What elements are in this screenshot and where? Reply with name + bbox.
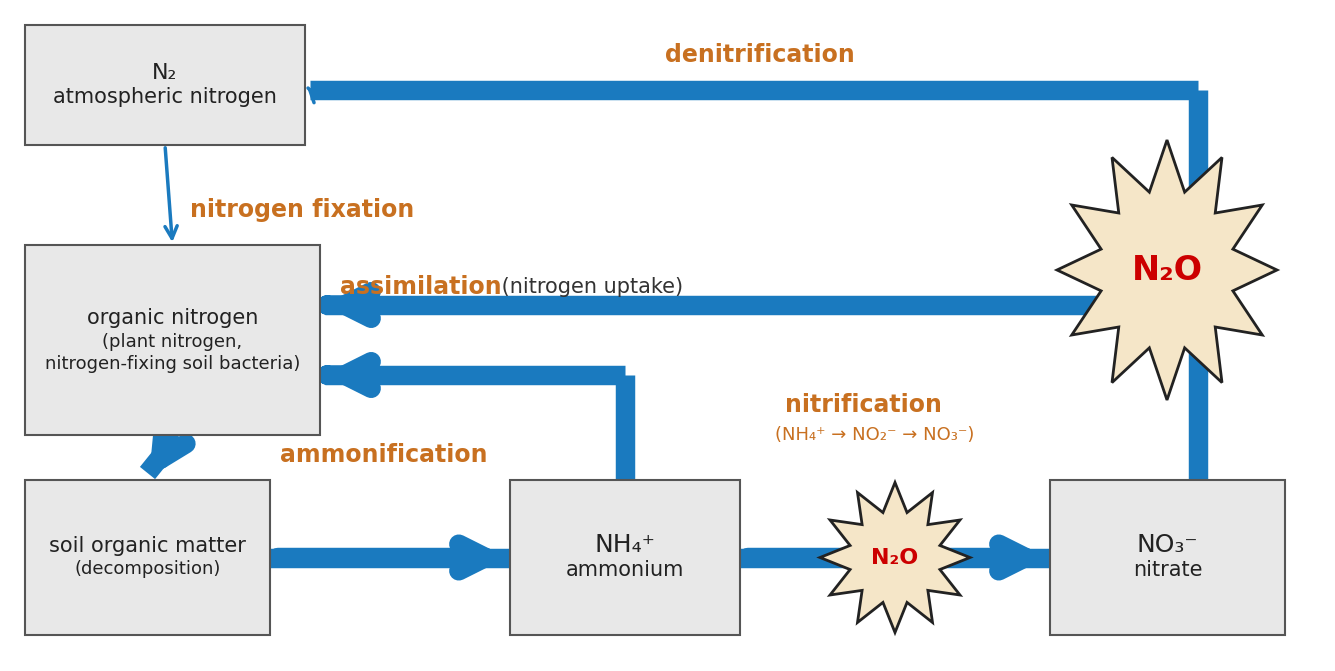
Bar bbox=[25, 245, 320, 435]
Text: assimilation: assimilation bbox=[340, 275, 502, 299]
Text: ammonium: ammonium bbox=[566, 560, 685, 580]
Text: N₂O: N₂O bbox=[1132, 254, 1203, 287]
Text: (NH₄⁺ → NO₂⁻ → NO₃⁻): (NH₄⁺ → NO₂⁻ → NO₃⁻) bbox=[776, 426, 975, 444]
Text: soil organic matter: soil organic matter bbox=[49, 535, 246, 556]
Bar bbox=[25, 480, 270, 635]
Text: N₂: N₂ bbox=[152, 63, 178, 83]
Bar bbox=[510, 480, 740, 635]
Text: (plant nitrogen,: (plant nitrogen, bbox=[103, 333, 243, 351]
Text: ammonification: ammonification bbox=[280, 443, 487, 467]
Text: nitrate: nitrate bbox=[1133, 560, 1203, 580]
Polygon shape bbox=[820, 482, 971, 633]
Text: nitrification: nitrification bbox=[785, 393, 943, 417]
Text: NO₃⁻: NO₃⁻ bbox=[1136, 533, 1199, 558]
Text: N₂O: N₂O bbox=[872, 548, 918, 568]
Text: nitrogen-fixing soil bacteria): nitrogen-fixing soil bacteria) bbox=[45, 355, 300, 373]
Text: NH₄⁺: NH₄⁺ bbox=[594, 533, 655, 558]
Text: denitrification: denitrification bbox=[665, 43, 854, 67]
Text: organic nitrogen: organic nitrogen bbox=[87, 308, 258, 328]
Bar bbox=[25, 25, 304, 145]
Text: nitrogen fixation: nitrogen fixation bbox=[190, 198, 414, 222]
Bar bbox=[1051, 480, 1286, 635]
Text: atmospheric nitrogen: atmospheric nitrogen bbox=[53, 87, 276, 107]
Polygon shape bbox=[1057, 140, 1278, 400]
Text: (nitrogen uptake): (nitrogen uptake) bbox=[495, 277, 684, 297]
Text: (decomposition): (decomposition) bbox=[75, 560, 220, 578]
